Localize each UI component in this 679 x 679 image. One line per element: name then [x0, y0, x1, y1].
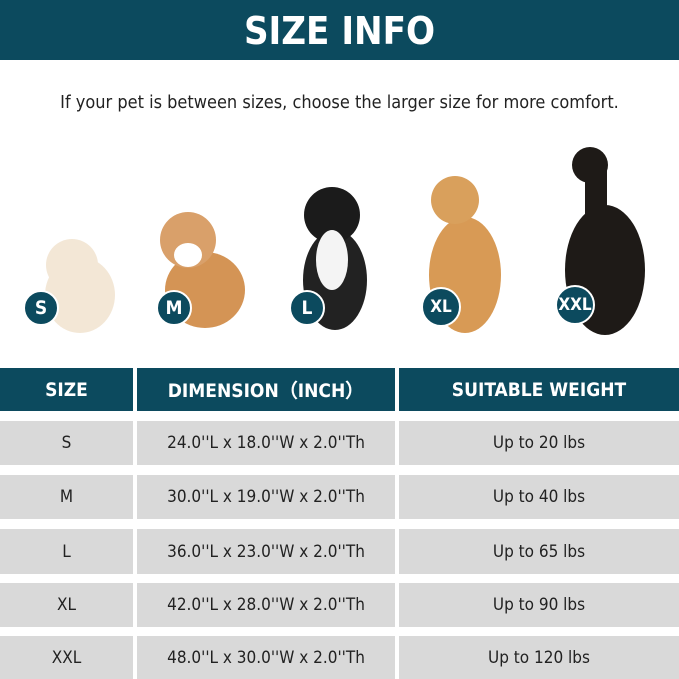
size-badge-s: S: [23, 290, 59, 326]
row-l-size: L: [0, 529, 133, 574]
size-badge-xl: XL: [421, 287, 461, 327]
row-m-dimension: 30.0''L x 19.0''W x 2.0''Th: [137, 475, 395, 519]
row-m-size: M: [0, 475, 133, 519]
dog-l-border-collie: [303, 187, 367, 330]
row-xl-dimension: 42.0''L x 28.0''W x 2.0''Th: [137, 583, 395, 627]
row-m-weight: Up to 40 lbs: [399, 475, 679, 519]
row-s-dimension: 24.0''L x 18.0''W x 2.0''Th: [137, 421, 395, 465]
row-s-size: S: [0, 421, 133, 465]
row-l-dimension: 36.0''L x 23.0''W x 2.0''Th: [137, 529, 395, 574]
dog-s-pomeranian: [45, 239, 115, 333]
row-xxl-size: XXL: [0, 636, 133, 679]
sizing-note: If your pet is between sizes, choose the…: [60, 92, 619, 113]
size-badge-l: L: [289, 290, 325, 326]
row-l-weight: Up to 65 lbs: [399, 529, 679, 574]
header-size: SIZE: [0, 368, 133, 411]
size-badge-xxl: XXL: [555, 285, 595, 325]
page-title: SIZE INFO: [0, 0, 679, 60]
header-weight: SUITABLE WEIGHT: [399, 368, 679, 411]
row-xl-weight: Up to 90 lbs: [399, 583, 679, 627]
row-xl-size: XL: [0, 583, 133, 627]
row-s-weight: Up to 20 lbs: [399, 421, 679, 465]
row-xxl-weight: Up to 120 lbs: [399, 636, 679, 679]
header-dimension: DIMENSION（INCH）: [137, 368, 395, 411]
size-badge-m: M: [156, 290, 192, 326]
row-xxl-dimension: 48.0''L x 30.0''W x 2.0''Th: [137, 636, 395, 679]
